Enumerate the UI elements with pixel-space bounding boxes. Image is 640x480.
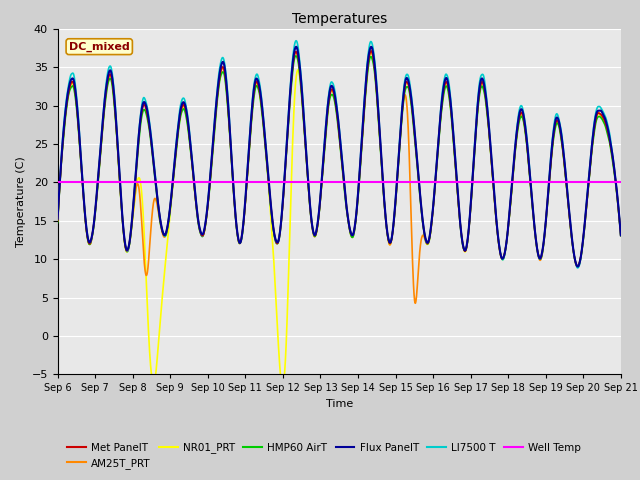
AM25T_PRT [294,55,302,60]
AM25T_PRT [412,300,419,306]
LI7500 T [617,233,625,239]
Text: DC_mixed: DC_mixed [69,42,130,52]
NR01_PRT [269,254,277,260]
Flux PanelT [118,207,125,213]
LI7500 T [269,227,277,233]
LI7500 T [292,38,300,44]
NR01_PRT [294,67,302,73]
Y-axis label: Temperature (C): Temperature (C) [16,156,26,247]
Well Temp [92,180,99,185]
Met PanelT [606,140,614,145]
HMP60 AirT [574,264,582,269]
Flux PanelT [617,232,625,238]
NR01_PRT [617,233,625,239]
AM25T_PRT [606,141,614,146]
LI7500 T [152,172,159,178]
HMP60 AirT [54,220,61,226]
Met PanelT [54,217,61,223]
AM25T_PRT [269,228,277,233]
LI7500 T [574,265,582,271]
NR01_PRT [606,140,614,145]
LI7500 T [54,216,61,222]
LI7500 T [294,45,302,50]
HMP60 AirT [617,233,625,239]
AM25T_PRT [118,209,125,215]
HMP60 AirT [152,179,159,185]
Line: Met PanelT: Met PanelT [58,51,621,266]
NR01_PRT [545,175,553,180]
NR01_PRT [118,208,125,214]
AM25T_PRT [545,175,553,180]
Flux PanelT [54,216,61,221]
Met PanelT [367,48,375,54]
Line: AM25T_PRT: AM25T_PRT [58,50,621,303]
Line: Flux PanelT: Flux PanelT [58,47,621,266]
LI7500 T [118,205,125,211]
HMP60 AirT [545,180,553,185]
Line: NR01_PRT: NR01_PRT [58,52,621,387]
Flux PanelT [545,175,553,181]
Flux PanelT [152,175,159,181]
NR01_PRT [54,218,61,224]
X-axis label: Time: Time [326,399,353,409]
NR01_PRT [152,374,159,380]
AM25T_PRT [152,196,159,202]
Met PanelT [269,227,277,232]
LI7500 T [545,174,553,180]
NR01_PRT [367,49,375,55]
LI7500 T [606,133,614,139]
AM25T_PRT [617,233,625,239]
Well Temp [54,180,61,185]
HMP60 AirT [606,142,614,148]
Met PanelT [118,207,125,213]
Title: Temperatures: Temperatures [292,12,387,26]
HMP60 AirT [294,59,302,65]
NR01_PRT [278,384,286,390]
HMP60 AirT [269,228,277,234]
Flux PanelT [606,138,614,144]
Met PanelT [574,264,582,269]
Flux PanelT [269,227,277,232]
Flux PanelT [294,51,302,57]
HMP60 AirT [118,209,125,215]
Legend: Met PanelT, AM25T_PRT, NR01_PRT, HMP60 AirT, Flux PanelT, LI7500 T, Well Temp: Met PanelT, AM25T_PRT, NR01_PRT, HMP60 A… [63,438,585,473]
Flux PanelT [574,264,582,269]
Line: LI7500 T: LI7500 T [58,41,621,268]
AM25T_PRT [54,218,61,224]
HMP60 AirT [292,53,300,59]
Flux PanelT [292,44,300,49]
Met PanelT [617,233,625,239]
Met PanelT [545,178,553,183]
Met PanelT [152,177,159,182]
Line: HMP60 AirT: HMP60 AirT [58,56,621,266]
AM25T_PRT [367,48,375,53]
Met PanelT [294,54,302,60]
